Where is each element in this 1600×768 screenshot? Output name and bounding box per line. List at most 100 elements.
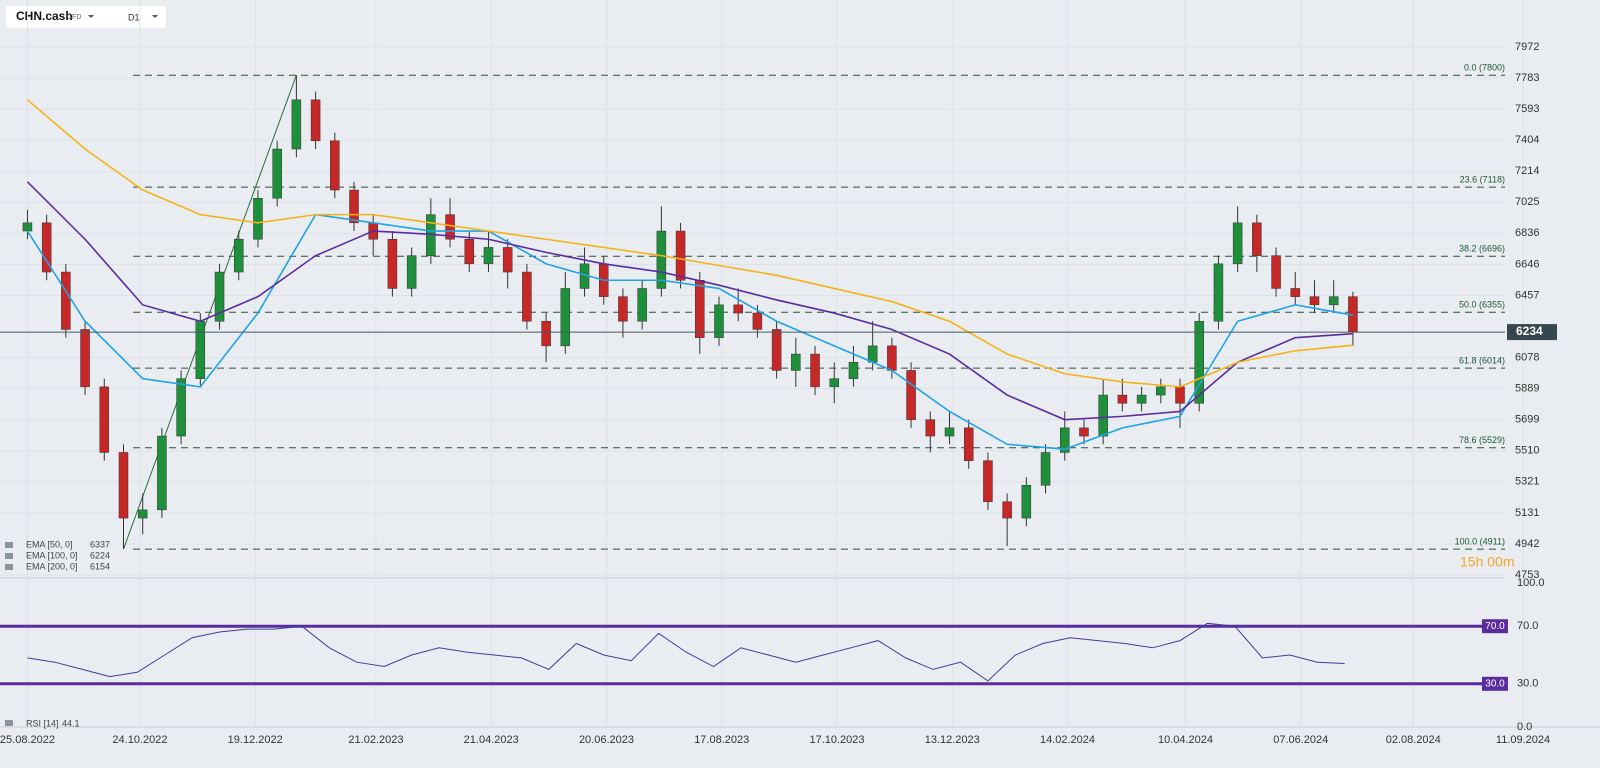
last-price-label: 6234 (1516, 324, 1543, 338)
candle-body (1328, 296, 1339, 306)
candle-body (1252, 222, 1262, 256)
candle-body (272, 148, 282, 199)
candle-body (1175, 386, 1185, 404)
candle-body (1098, 394, 1108, 437)
y-tick-label: 7025 (1515, 196, 1539, 208)
symbol: CHN.cash (16, 9, 73, 23)
candle-body (1232, 222, 1243, 265)
y-tick-label: 6836 (1515, 227, 1539, 239)
candle-body (502, 247, 513, 273)
candle-body (1117, 394, 1128, 404)
candle-body (1156, 386, 1166, 396)
last-price-box (1507, 324, 1557, 341)
y-tick-label: 5889 (1515, 383, 1539, 395)
x-tick-label: 24.10.2022 (112, 734, 167, 746)
candle-body (867, 345, 878, 363)
y-tick-label: 5321 (1515, 476, 1539, 488)
fib-label: 61.8 (6014) (1459, 356, 1505, 366)
legend-icon (5, 542, 13, 548)
candle-body (291, 99, 302, 150)
candle-body (1290, 288, 1301, 297)
candle-body (118, 452, 129, 519)
candle-body (195, 321, 206, 379)
candle-body (253, 197, 263, 240)
candle-body (733, 304, 743, 314)
x-tick-label: 17.10.2023 (809, 734, 864, 746)
candle-body (656, 230, 667, 289)
y-tick-label: 5131 (1515, 507, 1539, 519)
ema-line (26, 99, 1353, 388)
legend-icon (5, 720, 13, 726)
ema-line (26, 181, 1353, 421)
x-tick-label: 13.12.2023 (925, 734, 980, 746)
legend-value: 6224 (90, 550, 110, 560)
candle-body (1213, 263, 1224, 322)
y-tick-label: 4753 (1515, 569, 1539, 581)
x-tick-label: 02.08.2024 (1386, 734, 1441, 746)
candle-body (137, 509, 148, 519)
candle-body (925, 419, 936, 437)
candle-body (1021, 485, 1032, 519)
fib-label: 0.0 (7800) (1464, 63, 1505, 73)
candle-body (1079, 427, 1089, 437)
candle-body (330, 140, 340, 191)
candle-body (944, 427, 955, 437)
y-tick-label: 5699 (1515, 414, 1539, 426)
y-tick-label: 30.0 (1517, 678, 1538, 690)
trend-line (123, 75, 297, 550)
y-tick-label: 4942 (1515, 538, 1539, 550)
candle-body (963, 427, 974, 461)
candle-body (848, 362, 859, 379)
x-tick-label: 21.04.2023 (464, 734, 519, 746)
candle-body (310, 99, 321, 142)
candle-body (675, 230, 686, 281)
candle-body (41, 222, 52, 273)
candle-body (810, 353, 820, 388)
candle-body (80, 329, 90, 388)
instrument: CFD (67, 14, 81, 21)
fib-label: 78.6 (5529) (1459, 435, 1505, 445)
candle-body (1002, 501, 1012, 519)
rsi-level-box (1482, 619, 1508, 634)
candle-body (22, 222, 33, 232)
fib-label: 38.2 (6696) (1459, 244, 1505, 254)
candle-body (618, 296, 628, 322)
x-tick-label: 21.02.2023 (348, 734, 403, 746)
rsi-level-label: 70.0 (1485, 621, 1505, 632)
y-tick-label: 0.0 (1517, 721, 1532, 733)
x-tick-label: 25.08.2022 (0, 734, 55, 746)
candle-body (349, 189, 359, 224)
candle-body (829, 378, 839, 388)
candle-body (176, 378, 186, 437)
candle-body (752, 312, 763, 330)
candle-body (560, 288, 571, 347)
candle-body (637, 288, 647, 322)
candle-body (406, 255, 417, 289)
legend-name: EMA [100, 0] (26, 550, 78, 560)
candle-body (771, 329, 782, 371)
y-tick-label: 5510 (1515, 445, 1539, 457)
rsi-level-label: 30.0 (1485, 678, 1505, 689)
y-tick-label: 100.0 (1517, 577, 1545, 589)
symbol-box[interactable] (6, 6, 166, 28)
y-tick-label: 7593 (1515, 103, 1539, 115)
y-tick-label: 70.0 (1517, 620, 1538, 632)
candle-body (1060, 427, 1070, 453)
legend-value: 6337 (90, 539, 110, 549)
countdown: 15h 00m (1460, 554, 1514, 570)
timeframe: D1 (128, 12, 140, 22)
candle-body (1136, 394, 1147, 404)
y-tick-label: 6646 (1515, 258, 1539, 270)
legend-value: 44.1 (62, 718, 80, 728)
x-tick-label: 19.12.2022 (228, 734, 283, 746)
fib-label: 50.0 (6355) (1459, 300, 1505, 310)
candle-body (791, 353, 801, 371)
candle-body (61, 271, 71, 330)
x-tick-label: 20.06.2023 (579, 734, 634, 746)
legend-name: RSI [14] (26, 718, 59, 728)
rsi-level-box (1482, 676, 1508, 691)
candle-body (906, 370, 916, 420)
candle-body (214, 271, 225, 322)
